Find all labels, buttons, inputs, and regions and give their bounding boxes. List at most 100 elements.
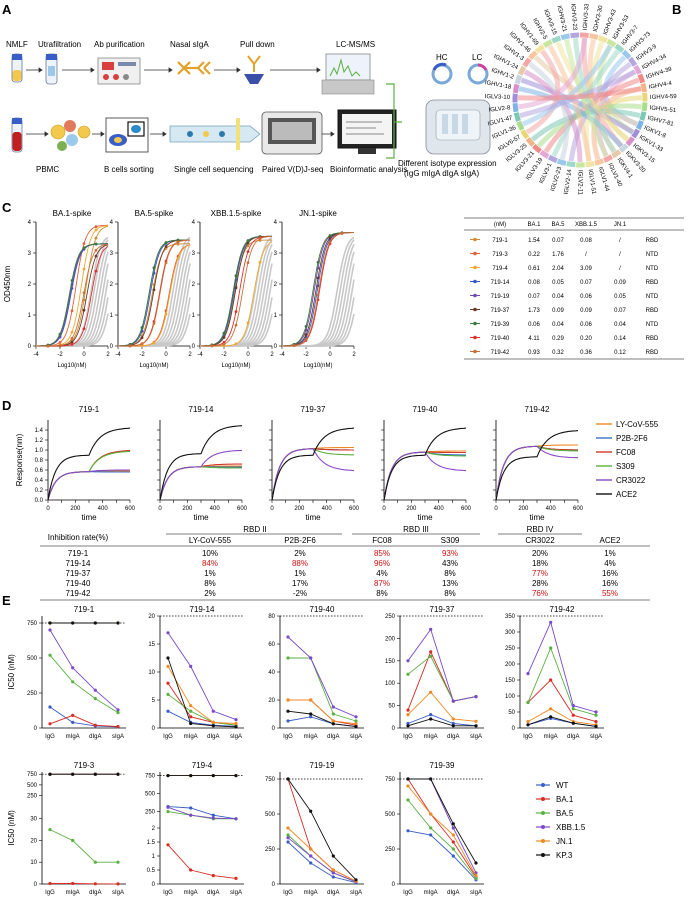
table-cell: 16% (602, 569, 618, 578)
chord-arc (534, 44, 545, 54)
table-corner: Inhibition rate(%) (48, 533, 109, 542)
ic50-point (451, 721, 455, 726)
step-lcms: LC-MS/MS (336, 40, 375, 49)
gene-label: IGLV2-11 (576, 170, 582, 195)
table-cell: 0.06 (580, 294, 592, 300)
binding-point (176, 256, 180, 260)
x-tick-label: 0 (164, 352, 168, 358)
binding-point (246, 244, 250, 248)
ic50-point (571, 704, 575, 708)
axis (41, 616, 126, 729)
ic50-point (286, 656, 290, 660)
ic50-point (166, 631, 170, 635)
table-cell: 0.09 (552, 308, 564, 314)
ic50-point (451, 699, 455, 703)
axis (159, 420, 242, 501)
y-tick-label: 0 (512, 726, 516, 732)
ic50-point (211, 816, 215, 820)
ic50-line (527, 716, 597, 727)
x-tick-label: 0 (158, 506, 162, 512)
table-cell: 0.04 (552, 294, 564, 300)
expression-line2: (IgG mIgA dIgA sIgA) (404, 169, 479, 178)
table-cell: 0.08 (580, 238, 592, 244)
table-cell: / (619, 252, 621, 258)
legend-marker (541, 783, 545, 787)
response-curve (159, 466, 242, 501)
ic50-line (49, 829, 118, 863)
y-tick-label: 2 (110, 282, 114, 288)
binding-point (70, 330, 74, 334)
table-cell: 0.12 (614, 350, 626, 356)
ic50-point (116, 882, 120, 886)
x-tick-label: sIgA (470, 890, 482, 896)
table-header: FC08 (372, 536, 392, 545)
binding-point (140, 342, 144, 346)
chord-arc (628, 56, 638, 67)
ic50-point (93, 860, 97, 864)
x-tick-label: -4 (33, 352, 39, 358)
y-tick-label: 0 (392, 882, 396, 888)
ic50-point (234, 721, 238, 726)
ic50-point (331, 722, 335, 726)
chord-arc (635, 120, 644, 131)
legend-label: BA.5 (556, 809, 574, 818)
x-tick-label: sIgA (470, 734, 482, 740)
table-cell: RBD (646, 336, 659, 342)
ic50-point (286, 698, 290, 702)
table-cell: 17% (292, 579, 308, 588)
ic50-point (71, 621, 75, 625)
competition-chart: 719-14 0 200 400 600 time (157, 405, 248, 522)
ic50-point (406, 798, 410, 802)
ic50-point (474, 876, 478, 881)
gene-label: IGLV2-14 (564, 168, 574, 194)
y-tick-label: 60 (268, 642, 275, 648)
y-tick-label: 1 (110, 313, 114, 319)
ic50-point (234, 876, 238, 881)
ic50-point (451, 724, 455, 728)
chord-arc (579, 32, 589, 39)
x-tick-label: 0 (494, 506, 498, 512)
pbmc-cells-icon (50, 120, 91, 151)
axis (271, 420, 354, 501)
ic50-line (167, 806, 237, 820)
ic50-point (48, 881, 52, 886)
y-tick-label: 2 (192, 282, 196, 288)
ic50-point (331, 868, 335, 872)
y-tick-label: 1.2 (35, 438, 44, 444)
response-curve (495, 445, 578, 501)
binding-point (258, 237, 262, 241)
table-cell: 0.14 (614, 336, 626, 342)
x-tick-label: -2 (303, 352, 309, 358)
ic50-point (331, 871, 335, 875)
ic50-point (116, 772, 120, 776)
table-header: CR3022 (525, 536, 555, 545)
ic50-chart-title: 719-37 (430, 605, 455, 614)
ic50-line (407, 718, 476, 727)
response-curve (47, 450, 131, 501)
table-cell: 0.07 (528, 294, 540, 300)
y-tick-label: 1.5 (147, 840, 156, 846)
y-tick-label: 500 (265, 812, 276, 818)
ic50-point (48, 621, 52, 625)
ic50-point (474, 724, 478, 728)
gene-label: IGHV1-18 (484, 80, 512, 91)
y-tick-label: 0 (34, 726, 38, 732)
y-tick-label: 1.4 (35, 428, 44, 434)
ic50-point (429, 812, 433, 816)
ic50-line (288, 657, 357, 722)
chord-arc (631, 128, 641, 139)
ic50-point (549, 620, 553, 625)
workflow-arrows-bottom (26, 131, 335, 137)
ic50-point (526, 720, 530, 724)
table-cell: / (619, 238, 621, 244)
binding-point (176, 240, 180, 244)
ic50-chart: 719-39 0 250 500 750 IgG mIgA dIgA sIgA (385, 761, 484, 896)
ic50-chart-title: 719-39 (430, 761, 455, 770)
chord-arc (618, 143, 629, 153)
chord-arc (560, 33, 571, 41)
binding-point (304, 325, 308, 328)
y-tick-label: 40 (268, 670, 275, 676)
table-cell: 84% (202, 559, 218, 568)
response-curve (495, 430, 579, 501)
binding-point (94, 225, 98, 229)
